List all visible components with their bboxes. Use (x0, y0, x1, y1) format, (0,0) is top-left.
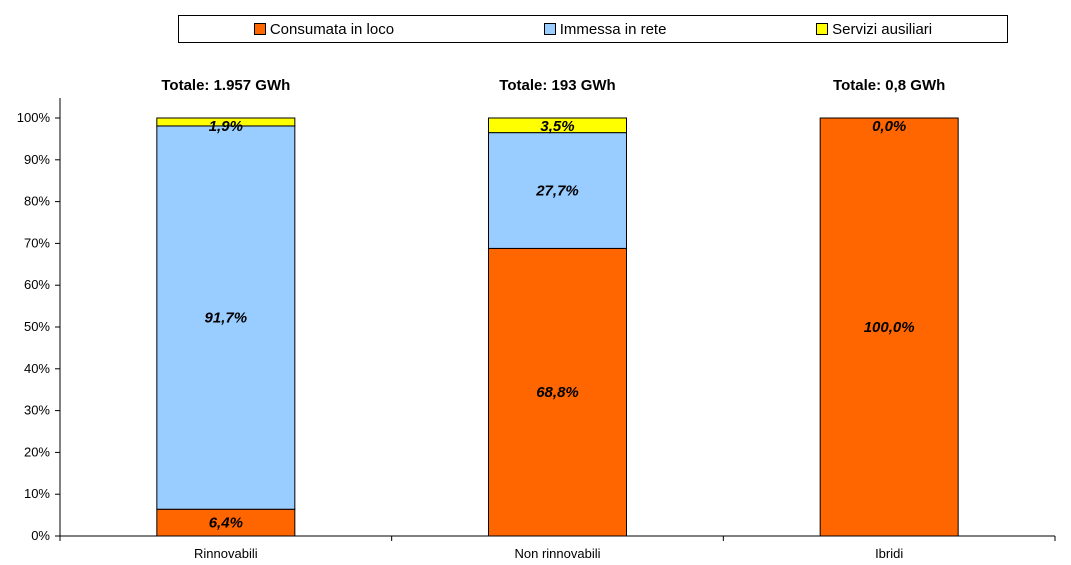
y-tick-label: 20% (24, 444, 50, 459)
data-label: 91,7% (205, 310, 248, 327)
y-tick-label: 100% (17, 110, 51, 125)
y-tick-label: 50% (24, 319, 50, 334)
data-label: 1,9% (209, 118, 243, 135)
legend-label-consumata: Consumata in loco (269, 20, 395, 38)
y-tick-label: 10% (24, 486, 50, 501)
data-label: 0,0% (872, 118, 906, 135)
bar-segment (488, 117, 627, 134)
legend-item-immessa: Immessa in rete (543, 20, 667, 38)
bar-segment (156, 508, 296, 537)
y-tick-label: 60% (24, 277, 50, 292)
x-tick-label: Ibridi (875, 546, 903, 561)
bar-segment (488, 132, 627, 249)
y-tick-label: 80% (24, 194, 50, 209)
legend-label-immessa: Immessa in rete (559, 20, 667, 38)
legend-label-servizi: Servizi ausiliari (832, 20, 933, 38)
legend-item-servizi: Servizi ausiliari (816, 21, 932, 38)
y-tick-label: 70% (24, 235, 50, 250)
y-tick-label: 90% (24, 152, 50, 167)
data-label: 27,7% (535, 183, 579, 200)
legend-swatch-consumata (253, 23, 266, 35)
y-tick-label: 30% (24, 403, 50, 418)
legend-item-consumata: Consumata in loco (253, 20, 395, 38)
y-tick-label: 40% (24, 361, 50, 376)
bar-total-label: Totale: 1.957 GWh (161, 77, 290, 94)
data-label: 100,0% (864, 319, 915, 336)
bar-total-label: Totale: 193 GWh (499, 77, 615, 94)
bar-segment (819, 117, 959, 537)
data-label: 68,8% (536, 384, 579, 401)
bar-segment (156, 117, 296, 127)
bar-segment (156, 125, 296, 510)
x-tick-label: Rinnovabili (194, 546, 258, 561)
data-label: 6,4% (209, 515, 243, 532)
legend-swatch-servizi (816, 23, 829, 35)
data-label: 3,5% (540, 118, 574, 135)
x-tick-label: Non rinnovabili (515, 546, 601, 561)
legend-swatch-immessa (543, 23, 556, 35)
legend: Consumata in loco Immessa in rete Serviz… (178, 15, 1008, 43)
bar-segment (488, 247, 627, 537)
bar-total-label: Totale: 0,8 GWh (833, 77, 945, 94)
y-tick-label: 0% (31, 528, 50, 543)
